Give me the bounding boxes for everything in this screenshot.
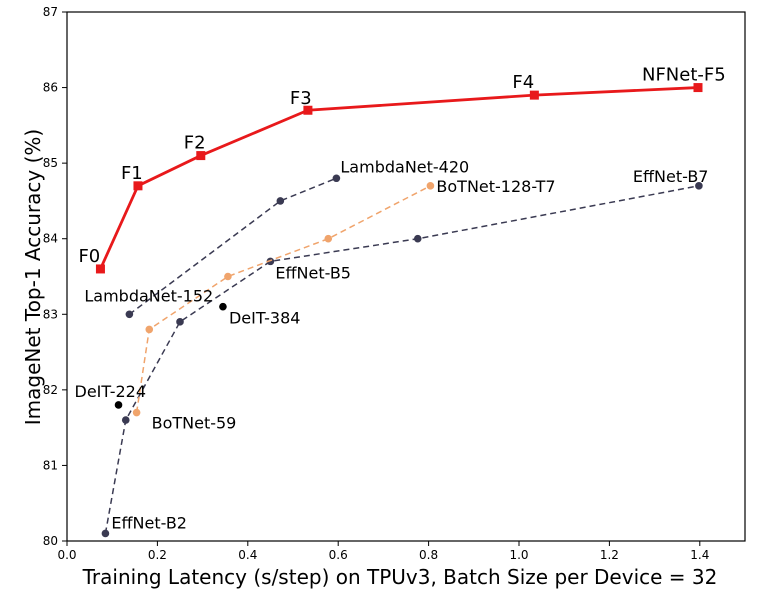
point-label-nfnet: F3 <box>290 88 312 109</box>
x-tick-label: 0.2 <box>148 548 167 562</box>
data-point-nfnet <box>133 181 143 191</box>
series-lambdanet <box>125 174 341 319</box>
point-label-effnet: EffNet-B5 <box>275 263 351 282</box>
x-tick-label: 0.4 <box>238 548 257 562</box>
point-label-deit: DeIT-224 <box>75 382 147 401</box>
point-label-botnet: BoTNet-128-T7 <box>436 177 555 196</box>
series-deit <box>114 302 227 409</box>
series-effnet <box>101 182 703 538</box>
y-axis-title: ImageNet Top-1 Accuracy (%) <box>21 129 45 425</box>
series-line-effnet <box>104 185 700 534</box>
plot-frame <box>66 11 746 542</box>
point-label-deit: DeIT-384 <box>229 309 301 328</box>
x-tick-label: 1.0 <box>509 548 528 562</box>
data-point-nfnet <box>196 151 206 161</box>
x-tick-label: 1.2 <box>600 548 619 562</box>
data-point-deit <box>219 302 227 311</box>
series-botnet <box>132 182 435 417</box>
x-tick-label: 0.6 <box>329 548 348 562</box>
x-axis-title: Training Latency (s/step) on TPUv3, Batc… <box>82 565 718 589</box>
data-point-effnet <box>121 416 130 424</box>
x-tick-label: 1.4 <box>690 548 709 562</box>
point-label-botnet: BoTNet-59 <box>152 414 237 433</box>
data-point-deit <box>114 401 123 409</box>
x-axis: 0.0 0.2 0.4 0.6 0.8 1.0 1.2 1.4 <box>57 541 709 562</box>
series-layer <box>95 83 703 538</box>
data-point-botnet <box>224 272 232 281</box>
data-point-lambdanet <box>332 174 341 183</box>
y-tick-label: 83 <box>43 307 58 321</box>
point-label-nfnet: F4 <box>512 72 534 93</box>
data-point-lambdanet <box>125 310 134 319</box>
data-point-nfnet <box>303 105 313 115</box>
data-point-botnet <box>145 325 154 334</box>
data-point-lambdanet <box>276 197 285 205</box>
y-tick-label: 86 <box>43 81 58 95</box>
point-label-nfnet: NFNet-F5 <box>642 65 726 86</box>
x-tick-label: 0.0 <box>57 548 76 562</box>
data-point-nfnet <box>693 83 703 93</box>
point-label-lambdanet: LambdaNet-420 <box>340 157 469 176</box>
point-label-nfnet: F1 <box>121 163 143 184</box>
data-point-botnet <box>426 182 435 190</box>
point-label-nfnet: F0 <box>78 246 100 267</box>
data-point-effnet <box>695 182 703 190</box>
y-tick-label: 87 <box>43 5 58 19</box>
point-label-effnet: EffNet-B7 <box>633 167 709 186</box>
data-point-nfnet <box>95 264 105 274</box>
series-line-lambdanet <box>128 177 337 315</box>
point-label-lambdanet: LambdaNet-152 <box>84 286 213 305</box>
series-nfnet <box>95 83 703 274</box>
data-point-botnet <box>324 234 333 243</box>
data-point-botnet <box>132 408 141 417</box>
point-label-nfnet: F2 <box>184 133 206 154</box>
data-point-effnet <box>413 234 422 243</box>
data-point-nfnet <box>529 90 539 100</box>
data-point-effnet <box>101 529 110 538</box>
y-axis: 80 81 82 83 84 85 86 87 <box>43 5 67 548</box>
y-tick-label: 85 <box>43 156 58 170</box>
y-tick-label: 82 <box>43 383 58 397</box>
x-tick-label: 0.8 <box>419 548 438 562</box>
point-label-effnet: EffNet-B2 <box>111 513 187 532</box>
data-point-effnet <box>176 318 184 326</box>
y-tick-label: 80 <box>43 534 58 548</box>
series-line-botnet <box>135 185 431 413</box>
point-label-layer: LambdaNet-152 LambdaNet-420 EffNet-B2 EffNe… <box>75 65 726 533</box>
series-line-nfnet <box>99 86 699 270</box>
data-point-effnet <box>266 257 275 266</box>
y-tick-label: 81 <box>43 458 58 472</box>
y-tick-label: 84 <box>43 232 58 246</box>
